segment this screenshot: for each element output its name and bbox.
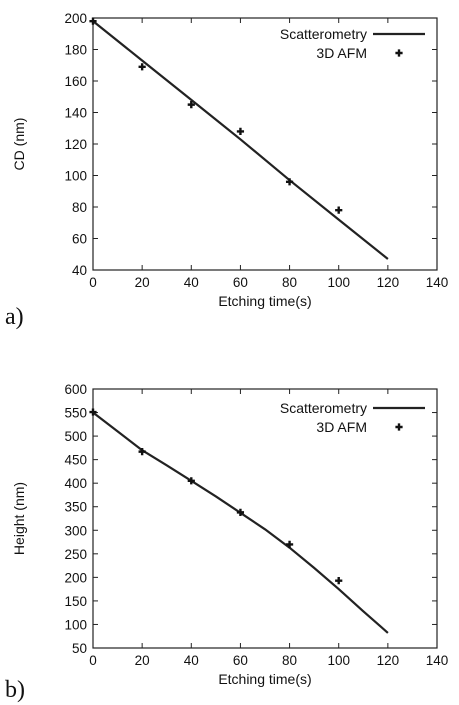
chart-b-y-tick-label: 350 xyxy=(64,500,87,515)
chart-a-scatterometry-line xyxy=(92,20,389,260)
chart-b-x-tick-label: 20 xyxy=(135,653,150,668)
chart-a-x-tick-label: 0 xyxy=(89,275,97,290)
chart-b-legend-marker-swatch xyxy=(395,423,403,431)
chart-a-x-tick-label: 140 xyxy=(426,275,449,290)
chart-b-y-tick-label: 600 xyxy=(64,382,87,397)
chart-a-y-axis-label: CD (nm) xyxy=(11,118,27,171)
chart-b-x-tick-label: 60 xyxy=(233,653,248,668)
chart-b-afm-point xyxy=(285,540,294,548)
chart-a-y-tick-label: 180 xyxy=(64,43,87,58)
chart-a: 0 20 40 60 80 100 120 140 40 60 80 100 120 140 160 180 2… xyxy=(5,11,448,330)
chart-a-y-tick-label: 60 xyxy=(72,232,87,247)
chart-a-y-tick-label: 120 xyxy=(64,137,87,152)
chart-a-afm-point xyxy=(335,206,343,214)
chart-a-y-tick-label: 160 xyxy=(64,74,87,89)
chart-a-x-tick-label: 60 xyxy=(233,275,248,290)
chart-a-afm-point xyxy=(285,178,294,186)
chart-b-legend-label: Scatterometry xyxy=(280,400,367,416)
chart-b-plot-frame xyxy=(92,388,438,649)
chart-a-x-tick-label: 80 xyxy=(282,275,297,290)
chart-a-y-tick-label: 100 xyxy=(64,169,87,184)
chart-a-x-tick-label: 100 xyxy=(327,275,350,290)
chart-b-y-tick-label: 200 xyxy=(64,570,87,585)
chart-b-y-tick-label: 450 xyxy=(64,453,87,468)
chart-a-x-tick-label: 20 xyxy=(135,275,150,290)
chart-b-y-tick-label: 50 xyxy=(72,641,87,656)
chart-a-y-tick-label: 80 xyxy=(72,200,87,215)
chart-a-panel-label: a) xyxy=(5,304,24,330)
chart-b-y-tick-label: 550 xyxy=(64,406,87,421)
chart-b-panel-label: b) xyxy=(5,677,25,703)
chart-a-afm-point xyxy=(89,17,97,25)
chart-b-afm-point xyxy=(335,577,343,585)
chart-a-y-tick-label: 140 xyxy=(64,106,87,121)
chart-b-y-axis-label: Height (nm) xyxy=(11,482,27,555)
chart-b-scatterometry-line xyxy=(92,411,389,634)
chart-b-x-tick-label: 0 xyxy=(89,653,97,668)
chart-a-afm-point xyxy=(187,101,195,109)
chart-b-x-axis-label: Etching time(s) xyxy=(218,671,311,687)
chart-a-y-tick-label: 200 xyxy=(64,11,87,26)
chart-b-x-tick-label: 140 xyxy=(426,653,449,668)
chart-a-afm-point xyxy=(138,63,146,71)
chart-b-afm-point xyxy=(138,448,146,456)
chart-b-y-tick-label: 500 xyxy=(64,429,87,444)
chart-b-x-tick-label: 80 xyxy=(282,653,297,668)
chart-b-afm-point xyxy=(236,508,245,516)
chart-b-y-tick-label: 400 xyxy=(64,476,87,491)
chart-b: 0 20 40 60 80 100 120 140 50 100 150 200 250 300 350 40… xyxy=(5,382,448,703)
chart-b-x-tick-label: 100 xyxy=(327,653,350,668)
chart-a-afm-point xyxy=(236,127,245,135)
chart-b-y-tick-label: 300 xyxy=(64,523,87,538)
chart-a-legend-label: 3D AFM xyxy=(316,45,367,61)
chart-b-y-tick-label: 150 xyxy=(64,594,87,609)
chart-b-x-tick-label: 120 xyxy=(377,653,400,668)
chart-b-afm-point xyxy=(89,408,97,416)
chart-a-legend-marker-swatch xyxy=(395,49,403,57)
chart-b-y-tick-label: 250 xyxy=(64,547,87,562)
chart-a-x-tick-label: 120 xyxy=(377,275,400,290)
chart-a-y-tick-label: 40 xyxy=(72,263,87,278)
chart-b-legend-label: 3D AFM xyxy=(316,419,367,435)
chart-b-afm-point xyxy=(187,477,195,485)
chart-b-y-tick-label: 100 xyxy=(64,617,87,632)
chart-a-plot-frame xyxy=(92,17,438,271)
chart-b-x-tick-label: 40 xyxy=(184,653,199,668)
chart-a-x-axis-label: Etching time(s) xyxy=(218,293,311,309)
chart-a-legend-label: Scatterometry xyxy=(280,26,367,42)
chart-a-x-tick-label: 40 xyxy=(184,275,199,290)
